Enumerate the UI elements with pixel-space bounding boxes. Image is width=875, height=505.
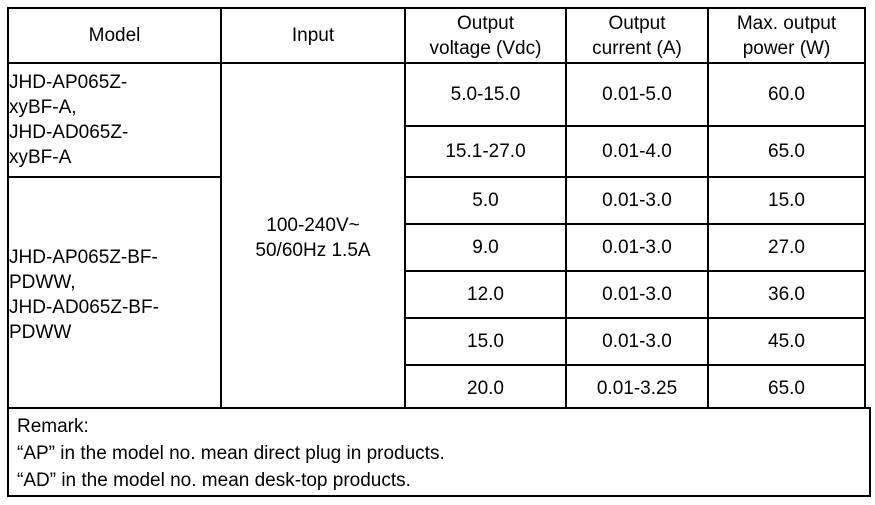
model-name-line: xyBF-A [9, 147, 72, 168]
model-name-line: JHD-AD065Z- [9, 122, 129, 143]
column-header-output-voltage: Output voltage (Vdc) [404, 7, 567, 64]
cell-output-voltage: 20.0 [404, 364, 567, 413]
column-header-output-current-line1: Output [608, 12, 666, 34]
model-cell-group-b: JHD-AP065Z-BF- PDWW, JHD-AD065Z-BF- PDWW [7, 176, 222, 413]
column-header-max-output-power-line2: power (W) [742, 37, 831, 59]
column-header-model: Model [7, 7, 222, 64]
table-row: JHD-AP065Z- xyBF-A, JHD-AD065Z- xyBF-A 1… [7, 61, 866, 413]
column-header-input: Input [220, 7, 406, 64]
cell-output-current: 0.01-3.0 [565, 270, 709, 319]
cell-output-voltage: 15.0 [404, 317, 567, 366]
table-row: 12.0 0.01-3.0 36.0 [8, 270, 866, 319]
table-row: 15.1-27.0 0.01-4.0 65.0 [8, 125, 866, 178]
model-name-line: JHD-AP065Z-BF- [9, 246, 158, 268]
cell-output-current: 0.01-3.0 [565, 223, 709, 272]
remark-line-ad: “AD” in the model no. mean desk-top prod… [17, 470, 411, 491]
table-row: 9.0 0.01-3.0 27.0 [8, 223, 866, 272]
cell-output-current: 0.01-4.0 [565, 125, 709, 178]
cell-max-output-power: 60.0 [707, 61, 866, 128]
column-header-output-voltage-line1: Output [456, 12, 515, 34]
input-frequency-current-line: 50/60Hz 1.5A [255, 239, 371, 261]
table-body: JHD-AP065Z- xyBF-A, JHD-AD065Z- xyBF-A 1… [7, 61, 866, 413]
model-name-line: xyBF-A, [9, 97, 77, 118]
input-voltage-line: 100-240V~ [266, 214, 360, 236]
cell-output-current: 0.01-5.0 [565, 61, 709, 128]
table-row: JHD-AP065Z-BF- PDWW, JHD-AD065Z-BF- PDWW… [7, 176, 866, 413]
cell-output-current: 0.01-3.25 [565, 364, 709, 413]
cell-max-output-power: 27.0 [707, 223, 866, 272]
cell-max-output-power: 65.0 [707, 364, 866, 413]
cell-output-voltage: 12.0 [404, 270, 567, 319]
cell-output-voltage: 5.0-15.0 [404, 61, 567, 128]
column-header-input-line1: Input [291, 25, 335, 46]
input-rating-cell: 100-240V~ 50/60Hz 1.5A [220, 62, 406, 413]
cell-max-output-power: 45.0 [707, 317, 866, 366]
cell-output-current: 0.01-3.0 [565, 176, 709, 225]
cell-max-output-power: 36.0 [707, 270, 866, 319]
table-header-row: Model Input Output voltage (Vdc) Output … [7, 7, 866, 64]
remark-title: Remark: [17, 416, 89, 437]
cell-max-output-power: 65.0 [707, 125, 866, 178]
cell-output-current: 0.01-3.0 [565, 317, 709, 366]
table-row: 20.0 0.01-3.25 65.0 [8, 364, 866, 413]
cell-output-voltage: 9.0 [404, 223, 567, 272]
column-header-model-line1: Model [88, 25, 141, 46]
cell-output-voltage: 5.0 [404, 176, 567, 225]
output-specification-table: Model Input Output voltage (Vdc) Output … [7, 7, 866, 413]
column-header-output-voltage-line2: voltage (Vdc) [429, 37, 542, 59]
model-name-line: JHD-AD065Z-BF- [9, 296, 159, 318]
model-name-line: PDWW [9, 321, 72, 343]
table-header: Model Input Output voltage (Vdc) Output … [7, 7, 866, 64]
column-header-max-output-power-line1: Max. output [736, 12, 837, 34]
column-header-max-output-power: Max. output power (W) [707, 7, 866, 64]
cell-max-output-power: 15.0 [707, 176, 866, 225]
remark-section: Remark: “AP” in the model no. mean direc… [7, 407, 871, 497]
model-name-line: JHD-AP065Z- [9, 72, 128, 93]
model-cell-group-a: JHD-AP065Z- xyBF-A, JHD-AD065Z- xyBF-A [7, 62, 222, 178]
remark-line-ap: “AP” in the model no. mean direct plug i… [17, 443, 445, 464]
column-header-output-current-line2: current (A) [592, 37, 682, 59]
table-row: 15.0 0.01-3.0 45.0 [8, 317, 866, 366]
cell-output-voltage: 15.1-27.0 [404, 125, 567, 178]
model-name-line: PDWW, [9, 271, 76, 293]
column-header-output-current: Output current (A) [565, 7, 709, 64]
